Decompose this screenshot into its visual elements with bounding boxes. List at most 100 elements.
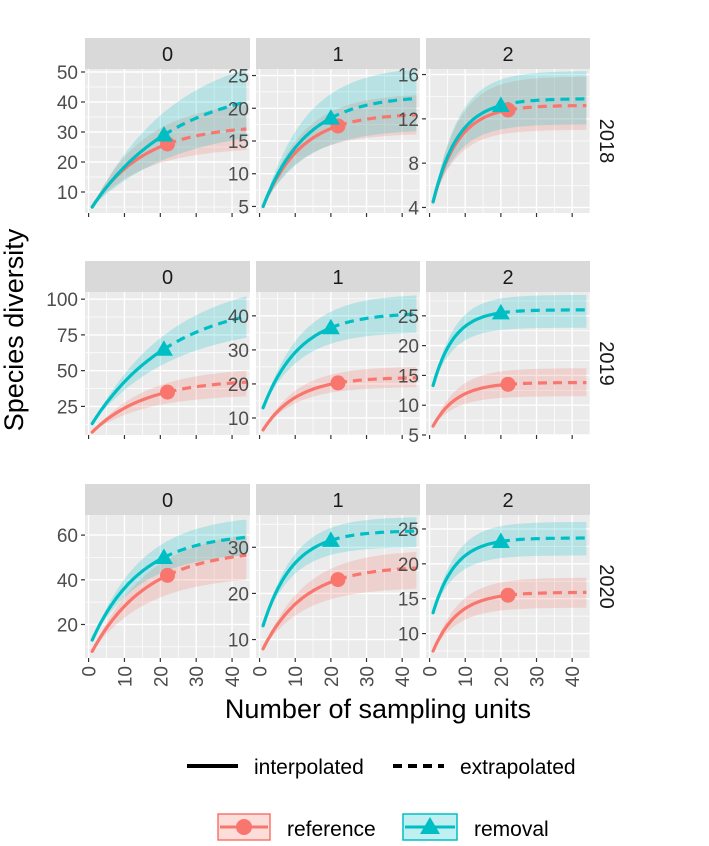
- facet-strip-label: 1: [332, 44, 343, 66]
- reference-confidence-band: [263, 366, 417, 430]
- reference-extrapolated-line: [507, 590, 587, 597]
- x-tick-label: 10: [456, 666, 477, 687]
- series-layer: [90, 69, 247, 209]
- y-tick-label: 20: [398, 337, 419, 358]
- x-tick-label: 0: [80, 666, 101, 677]
- y-tick-label: 10: [398, 396, 419, 417]
- y-tick-label: 8: [408, 154, 419, 175]
- reference-observed-point: [160, 384, 175, 400]
- series-layer: [431, 522, 587, 653]
- y-tick-label: 40: [57, 93, 78, 114]
- removal-interpolated-line: [431, 311, 503, 388]
- y-tick-label: 16: [398, 66, 419, 87]
- facet-strip-label: 1: [332, 490, 343, 512]
- removal-observed-point: [491, 532, 510, 549]
- legend-label-extrapolated: extrapolated: [460, 756, 576, 779]
- reference-interpolated-line: [431, 382, 510, 428]
- removal-interpolated-line: [90, 555, 166, 642]
- y-tick-label: 50: [57, 362, 78, 383]
- removal-observed-point: [491, 96, 510, 113]
- y-tick-label: 20: [57, 153, 78, 174]
- facet-strip-label: 0: [162, 267, 173, 289]
- reference-confidence-band: [92, 370, 247, 433]
- y-tick-label: 20: [398, 555, 419, 576]
- facet-panels: 0102030405015101520252481216201802550751…: [46, 38, 619, 687]
- facet-strip: [85, 38, 250, 69]
- reference-confidence-band: [263, 551, 417, 649]
- facet-strip-label: 0: [162, 490, 173, 512]
- facet-strip: [426, 484, 590, 515]
- reference-confidence-band: [433, 368, 587, 427]
- x-tick-label: 40: [563, 666, 584, 687]
- panel-2020-2: 2 10 15 20 25 0 10 20 30 40 2020: [398, 484, 619, 687]
- series-layer: [431, 295, 587, 428]
- x-tick-label: 0: [421, 666, 442, 677]
- removal-extrapolated-line: [163, 535, 247, 559]
- y-tick-label: 10: [228, 165, 249, 186]
- reference-confidence-band: [433, 577, 587, 651]
- y-tick-label: 5: [408, 426, 419, 447]
- reference-interpolated-line: [90, 573, 170, 653]
- y-tick-label: 20: [228, 99, 249, 120]
- reference-observed-point: [160, 567, 175, 583]
- facet-strip: [85, 261, 250, 292]
- removal-confidence-band: [263, 517, 417, 626]
- panel-2019-0: 0 25 50 75 100: [46, 261, 251, 439]
- facet-strip: [256, 261, 420, 292]
- x-tick-label: 0: [251, 666, 272, 677]
- series-layer: [90, 296, 247, 434]
- y-tick-label: 30: [57, 123, 78, 144]
- facet-strip-label: 2: [502, 490, 513, 512]
- legend-reference-marker: [236, 819, 252, 835]
- y-tick-label: 25: [57, 397, 78, 418]
- reference-observed-point: [330, 572, 346, 588]
- removal-observed-point: [154, 548, 173, 564]
- reference-observed-point: [500, 376, 516, 392]
- series-layer: [261, 69, 417, 209]
- y-tick-label: 25: [398, 307, 419, 328]
- series-layer: [90, 519, 247, 653]
- removal-observed-point: [491, 303, 510, 320]
- removal-observed-point: [321, 109, 340, 125]
- y-tick-label: 30: [228, 538, 249, 559]
- removal-extrapolated-line: [163, 314, 247, 351]
- removal-observed-point: [321, 318, 340, 335]
- y-tick-label: 20: [228, 584, 249, 605]
- y-tick-label: 5: [238, 197, 249, 218]
- reference-extrapolated-line: [337, 566, 417, 582]
- facet-strip: [256, 38, 420, 69]
- y-axis-title: Species diversity: [0, 228, 29, 431]
- removal-interpolated-line: [431, 539, 503, 615]
- reference-confidence-band: [92, 535, 247, 652]
- legend-removal-marker: [420, 817, 440, 834]
- reference-extrapolated-line: [166, 553, 247, 577]
- x-tick-label: 20: [151, 666, 172, 687]
- removal-extrapolated-line: [330, 312, 417, 330]
- y-tick-label: 60: [57, 526, 78, 547]
- y-tick-label: 4: [408, 198, 419, 219]
- series-layer: [431, 71, 587, 204]
- reference-interpolated-line: [431, 593, 510, 653]
- x-tick-label: 20: [322, 666, 343, 687]
- x-tick-label: 30: [528, 666, 549, 687]
- y-tick-label: 40: [228, 307, 249, 328]
- reference-observed-point: [500, 587, 516, 603]
- reference-interpolated-line: [261, 578, 340, 651]
- panel-2019-1: 1 10 20 30 40: [228, 261, 421, 439]
- y-tick-label: 10: [228, 631, 249, 652]
- reference-extrapolated-line: [167, 380, 247, 394]
- row-strip-label: 2020: [595, 564, 617, 609]
- reference-confidence-band: [263, 95, 417, 207]
- removal-observed-point: [154, 126, 173, 142]
- y-tick-label: 25: [398, 520, 419, 541]
- reference-extrapolated-line: [337, 376, 417, 385]
- reference-confidence-band: [92, 105, 247, 207]
- series-layer: [261, 517, 417, 651]
- y-tick-label: 75: [57, 326, 78, 347]
- legend-label-reference: reference: [287, 818, 376, 841]
- row-strip: [593, 69, 619, 213]
- panel-2020-1: 1 10 20 30 0 10 20 30 40: [228, 484, 421, 687]
